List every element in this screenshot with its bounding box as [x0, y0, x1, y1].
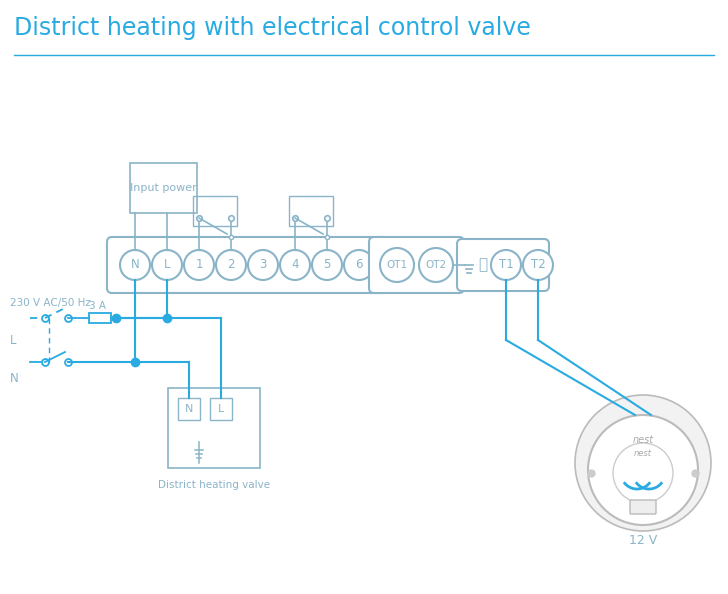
Circle shape [344, 250, 374, 280]
Text: ⏚: ⏚ [478, 258, 488, 273]
Text: 3: 3 [259, 258, 266, 271]
Text: OT1: OT1 [387, 260, 408, 270]
Text: nest: nest [633, 435, 654, 445]
Circle shape [523, 250, 553, 280]
Text: 4: 4 [291, 258, 298, 271]
FancyBboxPatch shape [107, 237, 387, 293]
Text: 3 A: 3 A [89, 301, 106, 311]
Circle shape [613, 443, 673, 503]
Text: 6: 6 [355, 258, 363, 271]
FancyBboxPatch shape [369, 237, 464, 293]
Circle shape [120, 250, 150, 280]
Text: District heating with electrical control valve: District heating with electrical control… [14, 16, 531, 40]
Bar [178, 398, 200, 420]
Text: nest: nest [634, 448, 652, 457]
Circle shape [575, 395, 711, 531]
Bar [168, 388, 260, 468]
Text: 1: 1 [195, 258, 203, 271]
FancyBboxPatch shape [130, 163, 197, 213]
Text: N: N [10, 371, 19, 384]
FancyBboxPatch shape [457, 239, 549, 291]
FancyBboxPatch shape [630, 500, 656, 514]
Text: L: L [164, 258, 170, 271]
Circle shape [312, 250, 342, 280]
Text: L: L [10, 333, 17, 346]
Text: T2: T2 [531, 258, 545, 271]
Circle shape [468, 250, 498, 280]
Circle shape [280, 250, 310, 280]
Circle shape [184, 250, 214, 280]
Text: L: L [218, 404, 224, 414]
Text: N: N [130, 258, 139, 271]
Text: 2: 2 [227, 258, 234, 271]
Bar [210, 398, 232, 420]
Text: 5: 5 [323, 258, 331, 271]
Text: District heating valve: District heating valve [158, 480, 270, 490]
Circle shape [419, 248, 453, 282]
Text: 230 V AC/50 Hz: 230 V AC/50 Hz [10, 298, 91, 308]
Text: Input power: Input power [130, 183, 197, 193]
Text: 12 V: 12 V [629, 533, 657, 546]
Circle shape [380, 248, 414, 282]
Bar [289, 196, 333, 226]
Text: OT2: OT2 [425, 260, 446, 270]
Circle shape [152, 250, 182, 280]
Circle shape [588, 415, 698, 525]
Circle shape [248, 250, 278, 280]
Bar [193, 196, 237, 226]
Circle shape [216, 250, 246, 280]
Text: T1: T1 [499, 258, 513, 271]
Circle shape [491, 250, 521, 280]
Text: N: N [185, 404, 193, 414]
Bar [89, 313, 111, 323]
